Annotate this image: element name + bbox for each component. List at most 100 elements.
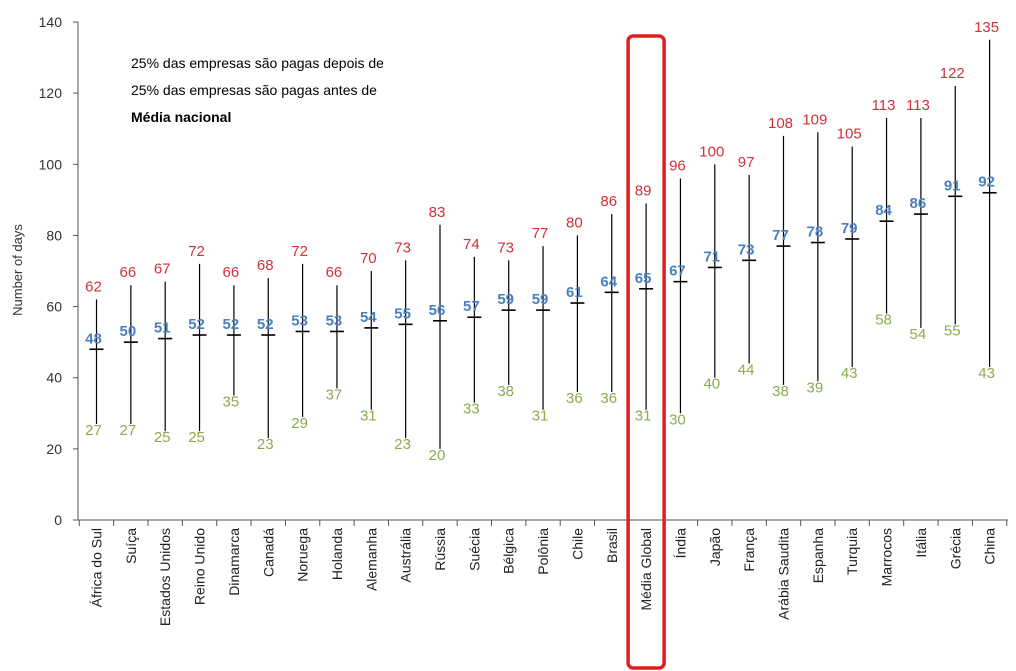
median-value-label: 54	[360, 309, 377, 326]
lower-value-label: 33	[463, 401, 480, 418]
x-tick-label: Marrocos	[879, 528, 895, 586]
upper-value-label: 122	[940, 65, 965, 82]
median-value-label: 51	[154, 320, 171, 337]
lower-value-label: 27	[85, 422, 102, 439]
median-value-label: 84	[875, 202, 892, 219]
lower-value-label: 29	[291, 415, 308, 432]
upper-value-label: 105	[837, 126, 862, 143]
median-value-label: 86	[910, 195, 927, 212]
upper-value-label: 72	[291, 243, 308, 260]
lower-value-label: 23	[394, 436, 411, 453]
median-value-label: 53	[326, 312, 343, 329]
upper-value-label: 73	[497, 239, 514, 256]
upper-value-label: 96	[669, 158, 686, 175]
lower-value-label: 38	[772, 383, 789, 400]
upper-value-label: 66	[326, 264, 343, 281]
lower-value-label: 31	[532, 408, 549, 425]
x-tick-label: Espanha	[810, 528, 826, 583]
median-value-label: 77	[772, 227, 789, 244]
x-tick-label: Austrália	[398, 528, 414, 583]
upper-value-label: 100	[699, 143, 724, 160]
legend-lower: 25% das empresas são pagas antes de	[131, 77, 384, 104]
lower-value-label: 43	[841, 365, 858, 382]
upper-value-label: 135	[974, 19, 999, 36]
upper-value-label: 66	[223, 264, 240, 281]
x-tick-label: Suíça	[123, 528, 139, 564]
upper-value-label: 74	[463, 236, 480, 253]
x-tick-label: Índia	[672, 528, 688, 559]
x-tick-label: Suécia	[466, 528, 482, 571]
upper-value-label: 66	[120, 264, 137, 281]
x-tick-label: Grécia	[947, 528, 963, 569]
lower-value-label: 25	[154, 429, 171, 446]
lower-value-label: 31	[360, 408, 377, 425]
lower-value-label: 36	[600, 390, 617, 407]
lower-value-label: 54	[910, 326, 927, 343]
lower-value-label: 44	[738, 361, 755, 378]
upper-value-label: 68	[257, 257, 274, 274]
upper-value-label: 109	[802, 111, 827, 128]
lower-value-label: 37	[326, 386, 343, 403]
median-value-label: 53	[291, 312, 308, 329]
x-tick-label: Holanda	[329, 528, 345, 580]
y-tick-label: 140	[39, 14, 63, 30]
x-tick-label: Canadá	[260, 528, 276, 577]
x-tick-label: Bélgica	[501, 528, 517, 574]
lower-value-label: 38	[497, 383, 514, 400]
upper-value-label: 86	[600, 193, 617, 210]
lower-value-label: 58	[875, 312, 892, 329]
x-tick-label: China	[982, 528, 998, 565]
x-tick-label: Polônia	[535, 528, 551, 575]
upper-value-label: 80	[566, 214, 583, 231]
y-tick-label: 0	[54, 512, 62, 528]
median-value-label: 59	[497, 291, 514, 308]
y-tick-label: 120	[39, 85, 63, 101]
x-tick-label: Rússia	[432, 528, 448, 571]
median-value-label: 55	[394, 305, 411, 322]
legend-median: Média nacional	[131, 104, 384, 131]
y-axis-label: Number of days	[10, 224, 25, 316]
x-tick-label: África do Sul	[89, 528, 105, 607]
x-tick-label: Arábia Saudita	[776, 528, 792, 620]
median-value-label: 73	[738, 241, 755, 258]
upper-value-label: 72	[188, 243, 205, 260]
upper-value-label: 83	[429, 204, 446, 221]
median-value-label: 61	[566, 284, 583, 301]
x-tick-label: França	[741, 528, 757, 572]
upper-value-label: 113	[906, 97, 930, 114]
median-value-label: 50	[120, 323, 137, 340]
median-value-label: 64	[600, 273, 617, 290]
median-value-label: 65	[635, 270, 652, 287]
x-tick-label: Itália	[913, 528, 929, 558]
x-tick-label: Japão	[707, 528, 723, 566]
median-value-label: 59	[532, 291, 549, 308]
median-value-label: 48	[85, 330, 102, 347]
x-tick-label: Chile	[569, 528, 585, 560]
y-tick-label: 40	[46, 370, 62, 386]
median-value-label: 52	[257, 316, 274, 333]
median-value-label: 67	[669, 263, 686, 280]
upper-value-label: 77	[532, 225, 549, 242]
lower-value-label: 39	[807, 379, 824, 396]
x-tick-label: Reino Unido	[192, 528, 208, 605]
upper-value-label: 108	[768, 115, 793, 132]
lower-value-label: 40	[703, 376, 720, 393]
upper-value-label: 62	[85, 278, 102, 295]
lower-value-label: 23	[257, 436, 274, 453]
upper-value-label: 113	[872, 97, 896, 114]
median-value-label: 92	[978, 174, 995, 191]
median-value-label: 52	[223, 316, 240, 333]
x-tick-label: Dinamarca	[226, 528, 242, 596]
median-value-label: 79	[841, 220, 858, 237]
legend: 25% das empresas são pagas depois de 25%…	[131, 50, 384, 131]
lower-value-label: 43	[978, 365, 995, 382]
legend-upper: 25% das empresas são pagas depois de	[131, 50, 384, 77]
median-value-label: 91	[944, 177, 961, 194]
lower-value-label: 35	[223, 394, 240, 411]
median-value-label: 52	[188, 316, 205, 333]
lower-value-label: 31	[635, 408, 652, 425]
upper-value-label: 70	[360, 250, 377, 267]
upper-value-label: 73	[394, 239, 411, 256]
x-tick-label: Alemanha	[363, 528, 379, 591]
x-tick-label: Média Global	[638, 528, 654, 611]
